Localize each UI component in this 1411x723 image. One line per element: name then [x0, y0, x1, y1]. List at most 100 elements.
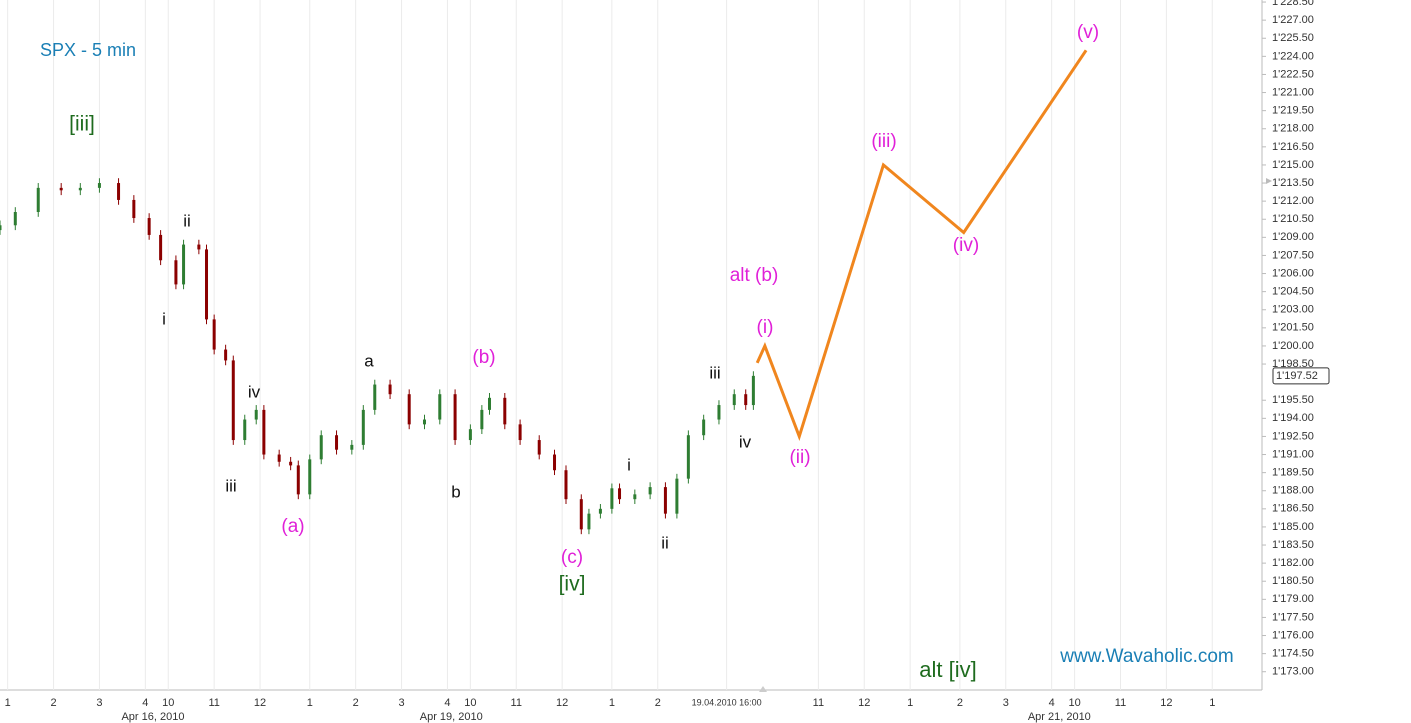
- candle-body: [159, 234, 163, 261]
- candle-body: [480, 409, 484, 430]
- y-tick-label: 1'195.50: [1272, 394, 1314, 406]
- x-date-label: Apr 21, 2010: [1028, 711, 1091, 723]
- x-tick-label: 1: [5, 697, 11, 709]
- wave-label: [iv]: [559, 573, 586, 596]
- candle-body: [732, 394, 736, 406]
- x-tick-label: 10: [464, 697, 476, 709]
- wave-label: (v): [1077, 22, 1099, 43]
- y-tick-label: 1'221.00: [1272, 86, 1314, 98]
- candle-body: [350, 444, 354, 450]
- wave-label: alt [iv]: [919, 657, 976, 682]
- candle-body: [675, 478, 679, 514]
- watermark: www.Wavaholic.com: [1059, 646, 1234, 667]
- candle-body: [373, 384, 377, 410]
- y-tick-label: 1'212.00: [1272, 195, 1314, 207]
- y-tick-label: 1'186.50: [1272, 503, 1314, 515]
- candle-body: [453, 394, 457, 441]
- y-tick-label: 1'203.00: [1272, 304, 1314, 316]
- y-tick-label: 1'191.00: [1272, 448, 1314, 460]
- y-tick-label: 1'227.00: [1272, 14, 1314, 26]
- candle-body: [132, 199, 136, 219]
- candle-body: [518, 424, 522, 441]
- candle-body: [702, 419, 706, 436]
- x-date-label: Apr 19, 2010: [420, 711, 483, 723]
- x-tick-label: 2: [50, 697, 56, 709]
- candle-body: [277, 454, 281, 462]
- wave-label: i: [627, 455, 631, 474]
- candle-body: [97, 183, 101, 188]
- candle-body: [717, 405, 721, 420]
- wave-label: iv: [248, 382, 261, 401]
- candle-body: [289, 461, 293, 466]
- candle-body: [648, 487, 652, 495]
- candle-body: [537, 440, 541, 455]
- candle-body: [319, 435, 323, 460]
- chart-title: SPX - 5 min: [40, 40, 136, 60]
- y-tick-label: 1'213.50: [1272, 177, 1314, 189]
- candle-body: [744, 394, 748, 406]
- y-tick-label: 1'207.50: [1272, 249, 1314, 261]
- x-tick-label: 4: [142, 697, 148, 709]
- x-tick-label: 19.04.2010 16:00: [692, 697, 762, 707]
- candle-body: [296, 465, 300, 495]
- candle-body: [117, 183, 121, 200]
- y-tick-label: 1'182.00: [1272, 557, 1314, 569]
- wave-label: iii: [225, 476, 236, 495]
- y-tick-label: 1'216.50: [1272, 141, 1314, 153]
- wave-label: b: [451, 482, 460, 501]
- wave-label: a: [364, 351, 374, 370]
- x-tick-label: 11: [813, 697, 824, 709]
- x-tick-label: 10: [162, 697, 174, 709]
- y-tick-label: 1'180.50: [1272, 575, 1314, 587]
- y-tick-label: 1'192.50: [1272, 430, 1314, 442]
- candle-body: [610, 488, 614, 509]
- marker: [759, 686, 767, 692]
- candle-body: [59, 187, 63, 191]
- candle-body: [751, 375, 755, 406]
- candle-body: [686, 435, 690, 479]
- candle-body: [553, 454, 557, 471]
- x-tick-label: 2: [655, 697, 661, 709]
- wave-label: (i): [757, 317, 774, 338]
- wave-label: [iii]: [69, 113, 95, 136]
- candle-body: [231, 360, 235, 441]
- candle-body: [361, 409, 365, 445]
- candle-body: [147, 218, 151, 235]
- x-tick-label: 4: [1049, 697, 1055, 709]
- y-tick-label: 1'183.50: [1272, 539, 1314, 551]
- y-tick-label: 1'204.50: [1272, 286, 1314, 298]
- y-tick-label: 1'200.00: [1272, 340, 1314, 352]
- wave-label: iii: [709, 363, 720, 382]
- candle-body: [308, 459, 312, 495]
- y-tick-label: 1'209.00: [1272, 231, 1314, 243]
- candle-body: [579, 499, 583, 530]
- candle-body: [254, 409, 258, 420]
- last-price-label: 1'197.52: [1276, 370, 1318, 382]
- candle-body: [335, 435, 339, 450]
- y-tick-label: 1'224.00: [1272, 50, 1314, 62]
- y-tick-label: 1'173.00: [1272, 666, 1314, 678]
- x-tick-label: 3: [96, 697, 102, 709]
- x-tick-label: 1: [307, 697, 313, 709]
- wave-label: (iii): [871, 131, 896, 152]
- y-tick-label: 1'210.50: [1272, 213, 1314, 225]
- x-tick-label: 11: [511, 697, 522, 709]
- marker: [1266, 178, 1272, 184]
- candle-body: [224, 349, 228, 361]
- wave-label: (a): [281, 516, 304, 537]
- candle-body: [262, 409, 266, 455]
- x-tick-label: 2: [957, 697, 963, 709]
- y-tick-label: 1'176.00: [1272, 629, 1314, 641]
- x-tick-label: 4: [444, 697, 450, 709]
- wave-label: alt (b): [730, 265, 779, 286]
- candle-body: [36, 187, 40, 213]
- x-date-label: Apr 16, 2010: [121, 711, 184, 723]
- candle-body: [388, 384, 392, 395]
- candle-body: [564, 470, 568, 500]
- candle-body: [422, 419, 426, 425]
- candle-body: [438, 394, 442, 420]
- y-tick-label: 1'225.50: [1272, 32, 1314, 44]
- wave-label: ii: [661, 533, 669, 552]
- x-tick-label: 2: [353, 697, 359, 709]
